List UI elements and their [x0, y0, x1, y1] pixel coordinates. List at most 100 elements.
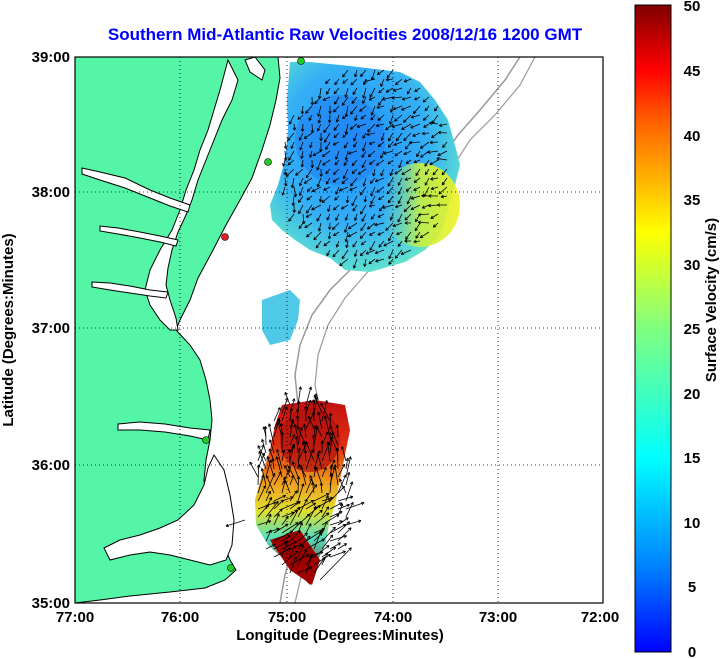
velocity-arrow — [313, 530, 322, 550]
velocity-arrow-head — [345, 95, 348, 98]
velocity-arrow — [323, 123, 331, 133]
velocity-arrow-head — [387, 184, 391, 187]
velocity-arrow-head — [336, 119, 340, 123]
velocity-arrow-head — [425, 172, 429, 175]
colorbar-tick: 30 — [684, 257, 701, 274]
velocity-arrow-head — [429, 142, 433, 145]
velocity-arrow-head — [332, 431, 335, 435]
velocity-arrow-head — [306, 233, 308, 238]
velocity-arrow — [297, 447, 300, 470]
velocity-arrow — [281, 480, 286, 494]
velocity-arrow-head — [422, 99, 425, 103]
velocity-arrow-head — [312, 130, 315, 134]
velocity-arrow — [365, 249, 376, 255]
velocity-arrow — [304, 450, 307, 462]
velocity-arrow-head — [423, 117, 425, 121]
velocity-arrow-head — [314, 394, 318, 398]
velocity-arrow — [284, 150, 287, 161]
velocity-arrow-head — [325, 147, 329, 150]
velocity-arrow-head — [413, 159, 417, 163]
velocity-arrow-head — [328, 432, 331, 436]
velocity-arrow-head — [370, 193, 374, 197]
velocity-arrow-head — [309, 553, 313, 557]
velocity-arrow — [343, 159, 349, 166]
velocity-arrow — [329, 425, 339, 446]
velocity-arrow-head — [329, 496, 333, 498]
velocity-arrow-head — [402, 99, 406, 101]
velocity-arrow-head — [289, 407, 292, 411]
james-river — [91, 281, 169, 299]
velocity-arrow-head — [385, 89, 389, 93]
velocity-arrow — [391, 123, 403, 128]
velocity-arrow — [350, 177, 358, 187]
velocity-arrow — [329, 473, 333, 494]
velocity-arrow-head — [437, 132, 441, 135]
velocity-arrow-head — [292, 127, 295, 131]
velocity-arrow — [345, 481, 353, 502]
velocity-arrow-head — [368, 260, 371, 264]
velocity-arrow-head — [291, 434, 295, 437]
velocity-arrow-head — [429, 122, 432, 126]
velocity-arrow-head — [368, 97, 372, 101]
velocity-arrow — [430, 186, 439, 190]
velocity-arrow-head — [292, 420, 295, 424]
velocity-arrow — [357, 168, 367, 175]
velocity-arrow-head — [387, 144, 390, 148]
velocity-arrow-head — [317, 113, 321, 117]
velocity-arrow — [289, 490, 298, 502]
velocity-arrow — [291, 177, 295, 188]
velocity-arrow-head — [293, 194, 297, 198]
velocity-arrow — [297, 442, 308, 462]
velocity-arrow-head — [303, 180, 307, 184]
velocity-arrow-head — [313, 434, 316, 438]
velocity-arrow — [414, 222, 421, 232]
velocity-arrow — [354, 213, 358, 221]
velocity-arrow-head — [370, 201, 374, 205]
velocity-arrow-head — [341, 257, 345, 260]
velocity-arrow-head — [318, 411, 321, 415]
velocity-arrow — [313, 450, 321, 470]
velocity-arrow-head — [301, 483, 304, 487]
velocity-arrow — [342, 114, 349, 119]
velocity-arrow — [379, 204, 385, 212]
velocity-arrow-head — [317, 129, 321, 132]
velocity-arrow-head — [414, 88, 417, 92]
velocity-arrow-head — [369, 248, 373, 251]
velocity-arrow — [334, 96, 340, 105]
velocity-arrow-head — [343, 474, 346, 478]
velocity-arrow-head — [339, 188, 342, 191]
velocity-arrow — [321, 546, 336, 558]
velocity-arrow-head — [325, 170, 327, 174]
velocity-arrow-head — [404, 210, 408, 212]
velocity-arrow — [424, 177, 430, 186]
velocity-arrow — [287, 159, 295, 166]
velocity-arrow-head — [401, 97, 405, 100]
velocity-arrow — [297, 549, 307, 566]
velocity-arrow-head — [421, 205, 425, 209]
mid-velocity-patch — [262, 290, 300, 345]
velocity-arrow-head — [320, 199, 323, 203]
velocity-arrow-head — [404, 177, 408, 180]
velocity-arrow-head — [330, 431, 334, 435]
velocity-arrow — [312, 150, 322, 156]
velocity-arrow — [312, 482, 315, 494]
velocity-arrow-head — [377, 232, 380, 236]
velocity-arrow-head — [296, 408, 300, 412]
velocity-arrow-head — [294, 490, 298, 493]
velocity-arrow-head — [333, 110, 337, 113]
velocity-arrow — [305, 400, 311, 414]
velocity-arrow-head — [301, 156, 304, 159]
velocity-arrow-head — [329, 499, 332, 503]
velocity-arrow — [296, 426, 307, 446]
velocity-arrow — [394, 114, 403, 122]
velocity-arrow-head — [292, 209, 295, 213]
velocity-arrow — [308, 114, 313, 121]
velocity-arrow-head — [393, 90, 397, 92]
velocity-arrow — [321, 497, 333, 502]
velocity-arrow-head — [267, 456, 270, 459]
velocity-arrow-head — [320, 173, 323, 177]
velocity-arrow — [375, 177, 385, 182]
velocity-arrow — [313, 425, 316, 438]
velocity-arrow-head — [271, 458, 273, 462]
velocity-arrow-head — [311, 411, 315, 414]
